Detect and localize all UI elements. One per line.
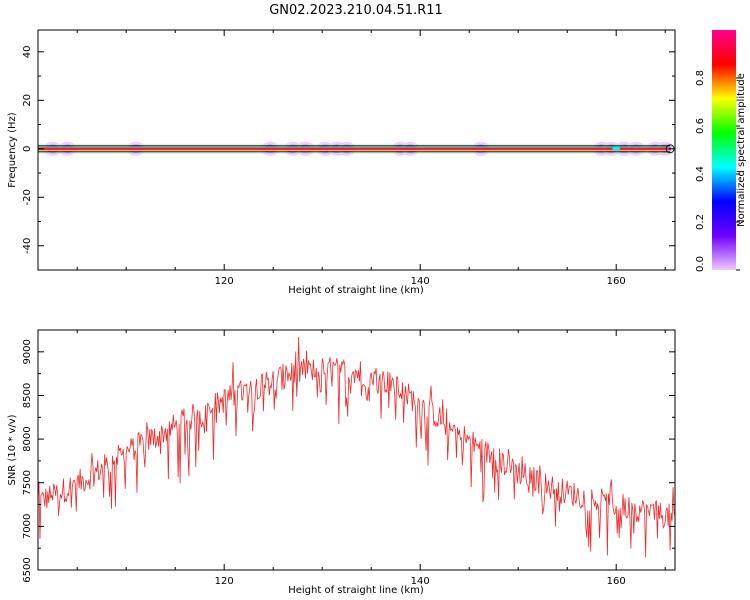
heatmap-y-label: Frequency (Hz) [7,112,18,188]
heatmap-plot-area [38,141,675,156]
colorbar-label: Normalized spectral amplitude [736,73,747,227]
y-tick-label: 6500 [22,557,33,582]
y-tick-label: 0 [22,146,33,152]
band-peak-highlight [612,146,621,151]
colorbar-tick-label: 0.6 [695,118,706,134]
x-tick-label: 140 [411,276,430,287]
snr-ticks: 120 140 160 6500 7000 7500 8000 8500 9000 [22,329,675,587]
x-tick-label: 120 [215,276,234,287]
y-tick-label: 20 [22,94,33,107]
colorbar-tick-label: 0.8 [695,70,706,86]
colorbar-ticks: 0.0 0.2 0.4 0.6 0.8 [695,70,740,272]
colorbar: 0.0 0.2 0.4 0.6 0.8 Normalized spectral ampl… [695,30,747,272]
x-tick-label: 160 [607,276,626,287]
heatmap-x-label: Height of straight line (km) [288,285,424,296]
y-tick-label: -40 [22,238,33,254]
snr-x-label: Height of straight line (km) [288,585,424,596]
y-tick-label: 40 [22,45,33,58]
x-tick-label: 120 [215,576,234,587]
y-tick-label: 8500 [22,383,33,408]
colorbar-tick-label: 0.0 [695,256,706,272]
snr-y-label: SNR (10 * v/v) [7,414,18,485]
y-tick-label: 9000 [22,339,33,364]
x-tick-label: 140 [411,576,430,587]
colorbar-tick-label: 0.2 [695,214,706,230]
snr-series-line [38,337,675,558]
figure-title: GN02.2023.210.04.51.R11 [269,3,443,18]
colorbar-tick-label: 0.4 [695,166,706,182]
snr-panel: 120 140 160 6500 7000 7500 8000 8500 9000 Height… [7,329,676,596]
y-tick-label: 8000 [22,426,33,451]
y-tick-label: -20 [22,189,33,205]
snr-plot-area [38,337,675,558]
colorbar-gradient [712,30,736,270]
heatmap-frame [37,29,676,271]
heatmap-panel: 120 140 160 -40 -20 0 20 40 Height of straight … [7,29,676,296]
y-tick-label: 7000 [22,514,33,539]
heatmap-ticks: 120 140 160 -40 -20 0 20 40 [22,30,675,287]
y-tick-label: 7500 [22,470,33,495]
snr-frame [37,329,676,571]
x-tick-label: 160 [607,576,626,587]
